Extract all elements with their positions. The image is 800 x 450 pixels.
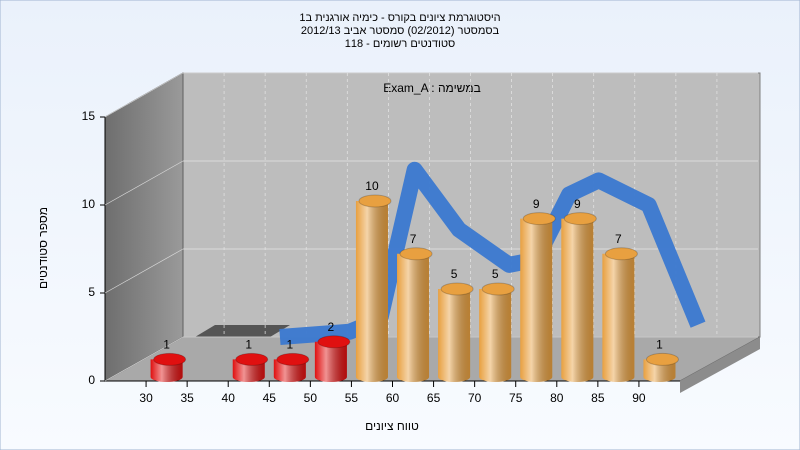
bar-part xyxy=(645,352,679,366)
bar xyxy=(520,212,556,382)
bar-part xyxy=(522,212,556,226)
bar-part xyxy=(276,352,310,366)
bar-part xyxy=(561,218,594,382)
bar-part xyxy=(520,218,553,382)
x-axis-label: טווח ציונים xyxy=(365,419,419,433)
x-tick-label: 90 xyxy=(632,391,646,405)
x-tick-label: 50 xyxy=(304,391,318,405)
value-label: 5 xyxy=(451,267,458,281)
x-tick-label: 40 xyxy=(222,391,236,405)
bar xyxy=(479,282,515,383)
chart-subtitle: בסמסטר (02/2012) סמסטר אביב 2012/13 xyxy=(301,25,500,37)
bar-part xyxy=(317,335,351,349)
x-tick-label: 55 xyxy=(345,391,359,405)
bar-part xyxy=(235,352,269,366)
value-label: 9 xyxy=(574,197,581,211)
chart-subtitle: סטודנטים רשומים - 118 xyxy=(345,38,456,50)
value-label: 10 xyxy=(365,179,379,193)
y-tick-label: 5 xyxy=(88,285,95,299)
bar xyxy=(355,194,392,382)
value-label: 1 xyxy=(656,338,663,352)
value-label: 5 xyxy=(492,267,499,281)
bar-part xyxy=(602,253,635,382)
bar xyxy=(602,247,638,382)
x-tick-label: 60 xyxy=(386,391,400,405)
x-tick-label: 80 xyxy=(550,391,564,405)
bar xyxy=(397,247,433,382)
bar xyxy=(561,212,597,382)
x-tick-label: 85 xyxy=(591,391,605,405)
bar-part xyxy=(481,282,515,296)
bar xyxy=(438,282,474,382)
grid-line xyxy=(104,160,184,206)
bar-part xyxy=(563,212,597,226)
y-tick-label: 0 xyxy=(88,373,95,387)
left-wall xyxy=(104,72,184,382)
annotation: Exam_A : במשימה xyxy=(383,81,481,95)
value-label: 7 xyxy=(615,232,622,246)
bar-part xyxy=(438,289,471,382)
x-tick-label: 35 xyxy=(180,391,194,405)
bar xyxy=(314,335,351,382)
bar-part xyxy=(358,194,392,208)
bar-part xyxy=(355,201,388,382)
back-wall xyxy=(182,72,761,338)
x-tick-label: 70 xyxy=(468,391,482,405)
value-label: 2 xyxy=(328,320,335,334)
y-tick-label: 15 xyxy=(82,109,96,123)
bar xyxy=(273,352,310,383)
bar-part xyxy=(153,352,187,366)
bar xyxy=(643,352,679,382)
bar-part xyxy=(440,282,474,296)
grid-line xyxy=(104,336,184,382)
bar-part xyxy=(604,247,638,261)
bar-part xyxy=(479,289,512,383)
grid-line xyxy=(104,248,184,294)
bar-part xyxy=(314,341,347,382)
grid-line xyxy=(104,72,184,118)
value-label: 1 xyxy=(245,338,252,352)
value-label: 9 xyxy=(533,197,540,211)
value-label: 1 xyxy=(286,338,293,352)
value-label: 1 xyxy=(163,338,170,352)
floor-edge xyxy=(680,337,760,393)
chart-title: היסטוגרמת ציונים בקורס - כימיה אורגנית ב… xyxy=(299,12,500,24)
bar xyxy=(150,352,187,382)
y-axis-label: מספר סטודנטים xyxy=(36,207,50,289)
x-tick-label: 65 xyxy=(427,391,441,405)
x-tick-label: 45 xyxy=(263,391,277,405)
bar-part xyxy=(399,247,433,261)
y-tick-label: 10 xyxy=(82,197,96,211)
bar xyxy=(232,352,269,382)
value-label: 7 xyxy=(410,232,417,246)
x-tick-label: 30 xyxy=(139,391,153,405)
floor-strip xyxy=(195,325,290,337)
x-tick-label: 75 xyxy=(509,391,523,405)
bar-part xyxy=(397,253,430,382)
